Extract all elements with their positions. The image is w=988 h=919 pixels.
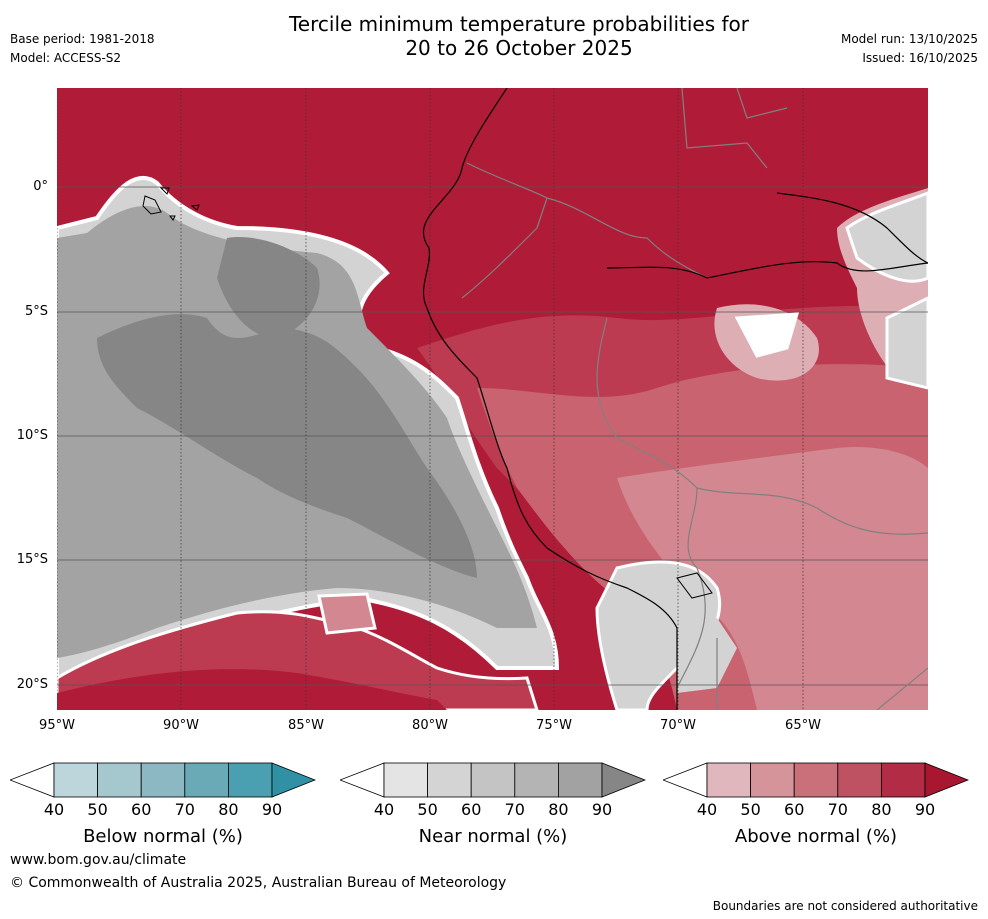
border-bolivia-north [696,487,928,535]
probability-map [57,88,928,710]
legend-swatch [470,762,516,798]
legend-title: Above normal (%) [734,826,898,847]
legend-tick-label: 40 [373,800,395,819]
galapagos-island-2 [159,187,170,195]
legend-tick-label: 70 [174,800,195,819]
amazon-river [606,261,928,279]
galapagos-islands [142,187,200,221]
border-venezuela [681,88,768,169]
title-line-2: 20 to 26 October 2025 [405,36,633,60]
legend-swatch [557,762,603,798]
amazon-delta [776,192,928,264]
legend-tick-label: 50 [740,800,761,819]
lat-label-15s: 15°S [16,552,48,567]
legend-swatch [140,762,186,798]
legend-over-triangle [924,762,969,798]
legend-tick-label: 80 [871,800,892,819]
border-peru-brazil [596,317,698,569]
legend-under-triangle [10,762,55,798]
legend-swatch [837,762,882,798]
border-colombia-peru [546,197,708,279]
below-40-patch [734,312,800,358]
above-normal-60-region [617,447,928,710]
disclaimer-text: Boundaries are not considered authoritat… [712,899,978,913]
ocean-red-patch [317,592,377,635]
lake-titicaca [676,572,713,599]
coastline-west [422,88,678,710]
legend-swatch [793,762,839,798]
lat-label-5s: 5°S [24,304,48,319]
south-above-90-region [57,669,447,710]
lat-label-0: 0° [33,179,48,194]
lon-label-80w: 80°W [412,718,448,733]
e-near-normal-region [885,296,928,390]
legend-swatch [97,762,142,798]
title-line-1: Tercile minimum temperature probabilitie… [288,12,750,36]
base-period-text: Base period: 1981-2018 [10,32,155,46]
legend-under-triangle [663,762,708,798]
legend-tick-label: 70 [827,800,848,819]
issued-text: Issued: 16/10/2025 [862,51,978,65]
legend-under-triangle [340,762,385,798]
legend-tick-label: 60 [131,800,152,819]
legend-tick-label: 60 [461,800,482,819]
legend-over-triangle [601,762,646,798]
model-run-text: Model run: 13/10/2025 [840,32,978,46]
legend-bar-1 [10,762,316,798]
legend-tick-label: 90 [591,800,613,819]
chart-title: Tercile minimum temperature probabilitie… [0,12,988,60]
legend-swatch [227,762,273,798]
lat-label-20s: 20°S [16,677,48,692]
model-text: Model: ACCESS-S2 [10,51,122,65]
legend-tick-label: 40 [696,800,718,819]
legend-tick-label: 50 [417,800,438,819]
copyright-text: © Commonwealth of Australia 2025, Austra… [10,875,507,891]
legend-bar-3 [663,762,969,798]
ne-near-normal-region [845,191,928,283]
legend-swatch [383,762,428,798]
grid-lines [57,186,928,686]
legend-over-triangle [271,762,316,798]
legend-bar-2 [340,762,646,798]
border-ecuador [461,162,548,299]
legend-swatch [514,762,559,798]
lon-label-75w: 75°W [536,718,572,733]
legend-swatch [427,762,472,798]
country-borders [461,88,928,710]
lon-label-65w: 65°W [785,718,821,733]
lon-label-95w: 95°W [39,718,75,733]
legend-tick-label: 90 [914,800,936,819]
legend-tick-label: 80 [548,800,569,819]
legend-tick-label: 40 [43,800,65,819]
altiplano-near-normal-region [677,618,737,693]
legend-swatch [880,762,926,798]
lat-label-10s: 10°S [16,428,48,443]
border-paraguay [876,667,928,710]
map-canvas [57,88,928,710]
legend-tick-label: 80 [218,800,239,819]
legend-tick-label: 50 [87,800,108,819]
lon-label-85w: 85°W [288,718,324,733]
meridian-lines [57,88,804,710]
legend-tick-label: 90 [261,800,283,819]
galapagos-isabela [142,195,162,215]
border-guyana [736,88,788,119]
legend-swatch [53,762,98,798]
legend-swatch [750,762,795,798]
legend-title: Near normal (%) [418,826,568,847]
legend-swatch [706,762,751,798]
near-normal-80-north-region [217,237,320,338]
legend-title: Below normal (%) [83,826,243,847]
lon-label-70w: 70°W [660,718,696,733]
border-peru-bolivia-south [676,567,706,710]
lon-label-90w: 90°W [163,718,199,733]
legend-tick-label: 60 [784,800,805,819]
galapagos-island-3 [190,204,200,211]
legend-swatch [184,762,229,798]
near-normal-80-region [97,314,477,578]
website-text: www.bom.gov.au/climate [10,852,187,868]
legend-tick-label: 70 [504,800,525,819]
galapagos-island-4 [169,215,176,221]
